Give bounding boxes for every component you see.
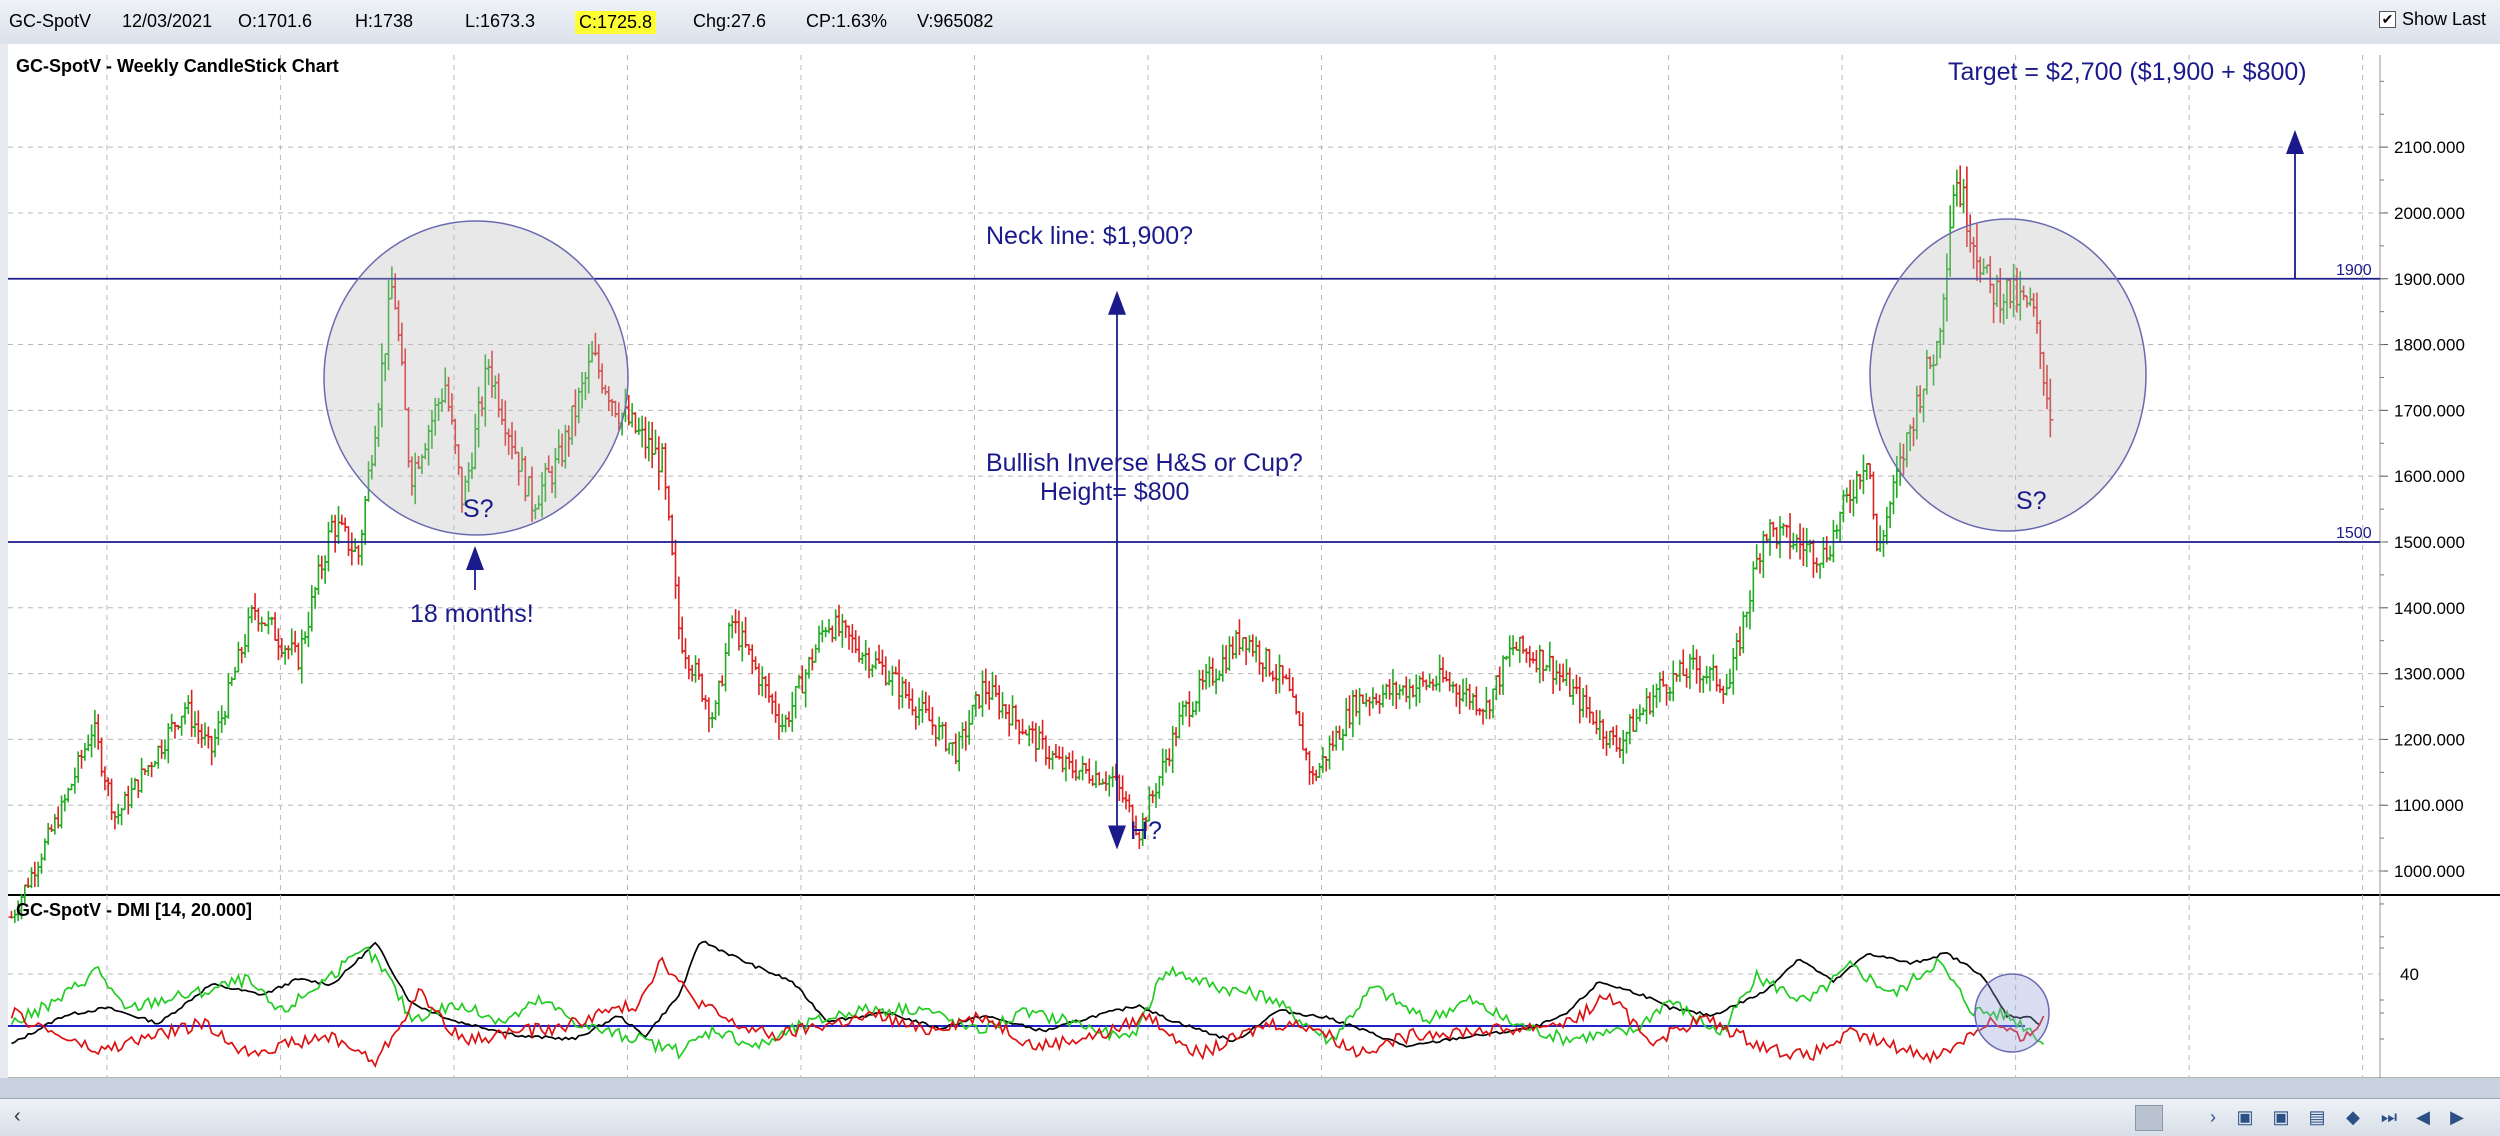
open-label: O:1701.6: [238, 11, 313, 31]
close-label: C:1725.8: [575, 11, 657, 34]
dmi-tick-label: 40: [2400, 965, 2419, 984]
height-annotation: Height= $800: [1040, 478, 1189, 506]
target-arrow-icon: [2286, 130, 2304, 154]
price-tick-label: 1600.000: [2394, 467, 2465, 486]
pattern-annotation: Bullish Inverse H&S or Cup?: [986, 449, 1303, 477]
date-label: 12/03/2021: [122, 11, 213, 31]
zoom-out-icon[interactable]: ▣: [2236, 1107, 2254, 1127]
low-label: L:1673.3: [465, 11, 536, 31]
volume-label: V:965082: [917, 11, 994, 31]
scroll-left-icon[interactable]: ‹: [14, 1105, 21, 1127]
price-tick-label: 1800.000: [2394, 336, 2465, 355]
price-tick-label: 1400.000: [2394, 599, 2465, 618]
neck-line-label: 1900: [2336, 262, 2372, 279]
jump-end-icon[interactable]: ⏭: [2380, 1107, 2398, 1127]
price-tick-label: 1700.000: [2394, 401, 2465, 420]
change-label: Chg:27.6: [693, 11, 767, 31]
target-annotation: Target = $2,700 ($1,900 + $800): [1948, 58, 2307, 86]
scroll-right-icon[interactable]: ›: [2210, 1107, 2216, 1127]
support-line-label: 1500: [2336, 525, 2372, 542]
checkmark-icon: ✔: [2378, 11, 2396, 28]
zoom-in-icon[interactable]: ▣: [2272, 1107, 2290, 1127]
quote-bar: GC-SpotV 12/03/2021 O:1701.6 H:1738 L:16…: [0, 0, 2500, 45]
price-tick-label: 2000.000: [2394, 204, 2465, 223]
step-back-icon[interactable]: ◀: [2416, 1107, 2430, 1127]
price-tick-label: 1500.000: [2394, 533, 2465, 552]
chart-canvas: 1000.000 1100.000 1200.000 1300.000 1400.000…: [8, 55, 2500, 1078]
bottom-toolbar: ‹ › ▣ ▣ ▤ ◆ ⏭ ◀ ▶: [0, 1098, 2500, 1136]
chart-area[interactable]: 1000.000 1100.000 1200.000 1300.000 1400.000…: [0, 44, 2500, 1078]
scrollbar-thumb[interactable]: [2135, 1105, 2163, 1131]
price-tick-label: 1000.000: [2394, 862, 2465, 881]
dmi-series-minus_di: [10, 956, 2045, 1069]
price-tick-label: 1300.000: [2394, 665, 2465, 684]
head-label: H?: [1130, 817, 1162, 845]
price-chart-title: GC-SpotV - Weekly CandleStick Chart: [16, 56, 339, 76]
price-tick-label: 1100.000: [2394, 796, 2464, 815]
height-arrow-up-icon: [1108, 290, 1126, 315]
show-last-label: Show Last: [2401, 9, 2486, 29]
neck-line-annotation: Neck line: $1,900?: [986, 222, 1193, 250]
price-tick-label: 1200.000: [2394, 730, 2465, 749]
dmi-series-plus_di: [10, 946, 2045, 1061]
show-last-checkbox[interactable]: ✔ Show Last: [2378, 9, 2486, 30]
step-forward-icon[interactable]: ▶: [2450, 1107, 2464, 1127]
price-tick-label: 1900.000: [2394, 270, 2465, 289]
right-shoulder-label: S?: [2016, 487, 2047, 515]
pan-icon[interactable]: ▤: [2308, 1107, 2326, 1127]
dmi-highlight-circle: [1974, 973, 2050, 1053]
dmi-chart-title: GC-SpotV - DMI [14, 20.000]: [16, 900, 252, 920]
dmi-series-adx: [11, 940, 2041, 1048]
symbol-label: GC-SpotV: [9, 11, 92, 31]
left-shoulder-circle: [323, 220, 629, 536]
price-tick-label: 2100.000: [2394, 138, 2465, 157]
right-shoulder-circle: [1869, 218, 2147, 532]
duration-annotation: 18 months!: [410, 600, 534, 628]
left-shoulder-label: S?: [463, 495, 494, 523]
change-pct-label: CP:1.63%: [806, 11, 888, 31]
height-arrow-down-icon: [1108, 825, 1126, 850]
fit-icon[interactable]: ◆: [2346, 1107, 2360, 1127]
duration-arrow-icon: [466, 546, 484, 570]
high-label: H:1738: [355, 11, 414, 31]
